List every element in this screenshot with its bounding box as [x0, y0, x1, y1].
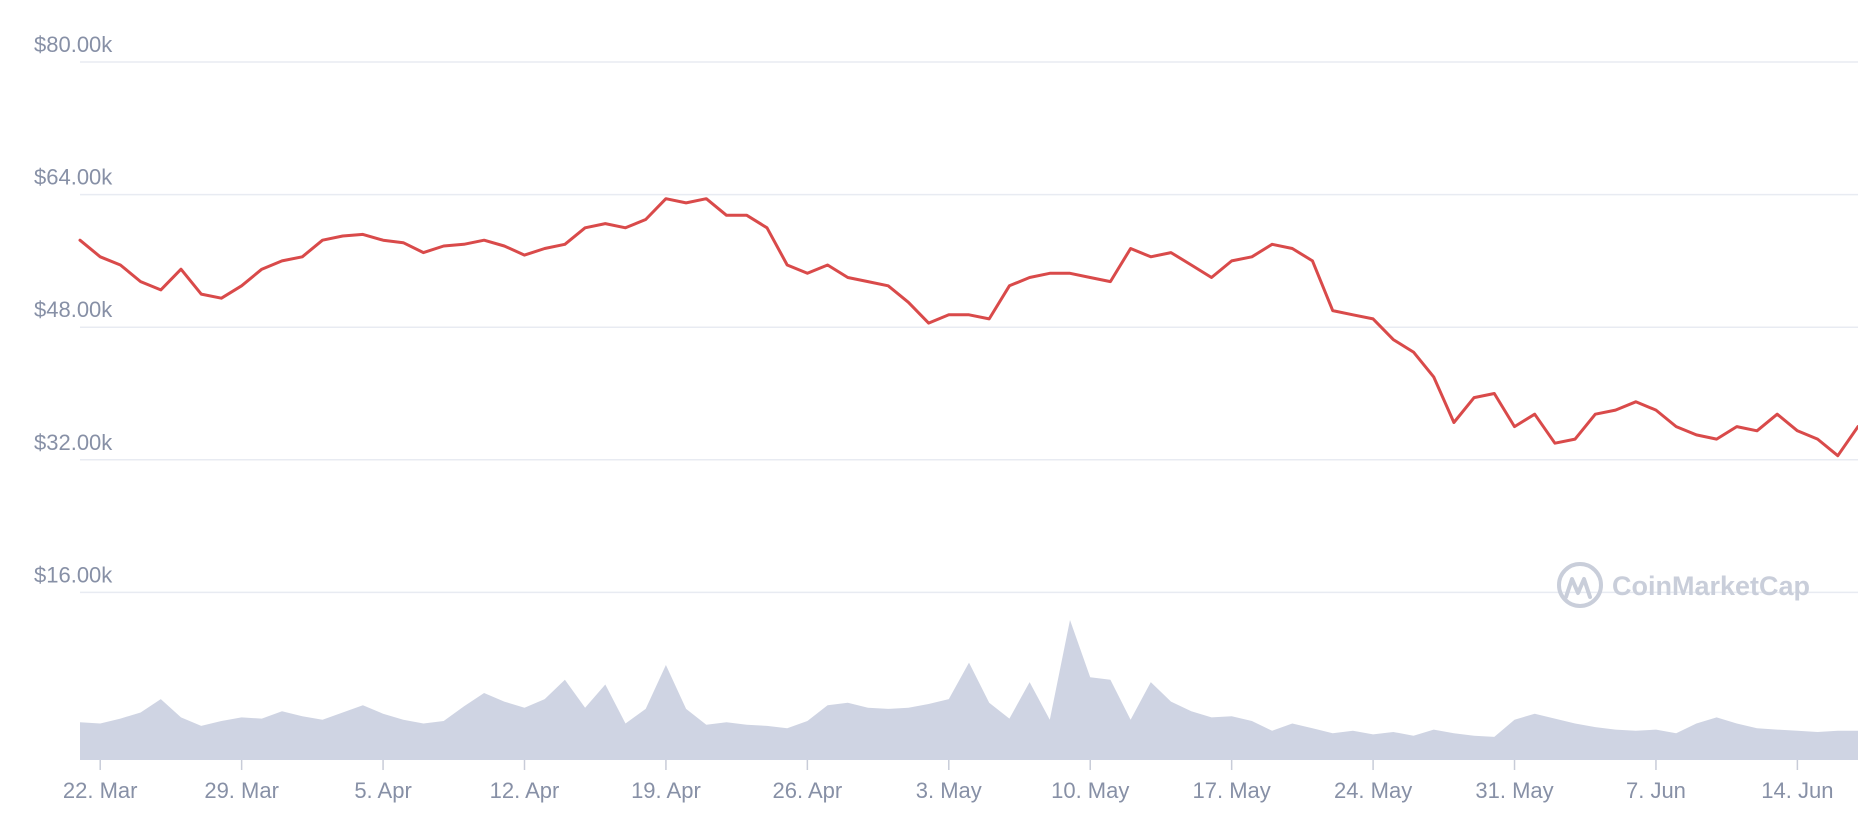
grid-lines — [80, 61, 1858, 594]
x-tick-label: 26. Apr — [773, 778, 843, 803]
x-axis: 22. Mar 29. Mar 5. Apr 12. Apr 19. Apr 26. Ap… — [63, 760, 1833, 803]
y-tick-label: $16.00k — [34, 562, 113, 587]
watermark-text: CoinMarketCap — [1612, 571, 1810, 601]
coinmarketcap-logo-icon — [1557, 562, 1603, 608]
x-tick-label: 14. Jun — [1761, 778, 1833, 803]
coinmarketcap-watermark: CoinMarketCap — [1557, 562, 1810, 608]
y-tick-label: $32.00k — [34, 430, 113, 455]
x-tick-label: 5. Apr — [354, 778, 411, 803]
y-tick-label: $64.00k — [34, 165, 113, 190]
x-tick-label: 7. Jun — [1626, 778, 1686, 803]
x-tick-label: 12. Apr — [490, 778, 560, 803]
x-tick-label: 22. Mar — [63, 778, 138, 803]
y-tick-label: $80.00k — [34, 32, 113, 57]
volume-area-layer — [80, 620, 1858, 760]
x-tick-label: 10. May — [1051, 778, 1129, 803]
x-tick-label: 29. Mar — [204, 778, 279, 803]
y-axis: $16.00k $32.00k $48.00k $64.00k $80.00k — [34, 32, 113, 587]
x-tick-label: 17. May — [1193, 778, 1271, 803]
x-tick-label: 19. Apr — [631, 778, 701, 803]
x-tick-label: 24. May — [1334, 778, 1412, 803]
x-tick-label: 31. May — [1475, 778, 1553, 803]
x-tick-label: 3. May — [916, 778, 982, 803]
price-line[interactable] — [78, 197, 1858, 458]
volume-area — [80, 620, 1858, 760]
y-tick-label: $48.00k — [34, 297, 113, 322]
price-line-layer — [78, 197, 1858, 458]
